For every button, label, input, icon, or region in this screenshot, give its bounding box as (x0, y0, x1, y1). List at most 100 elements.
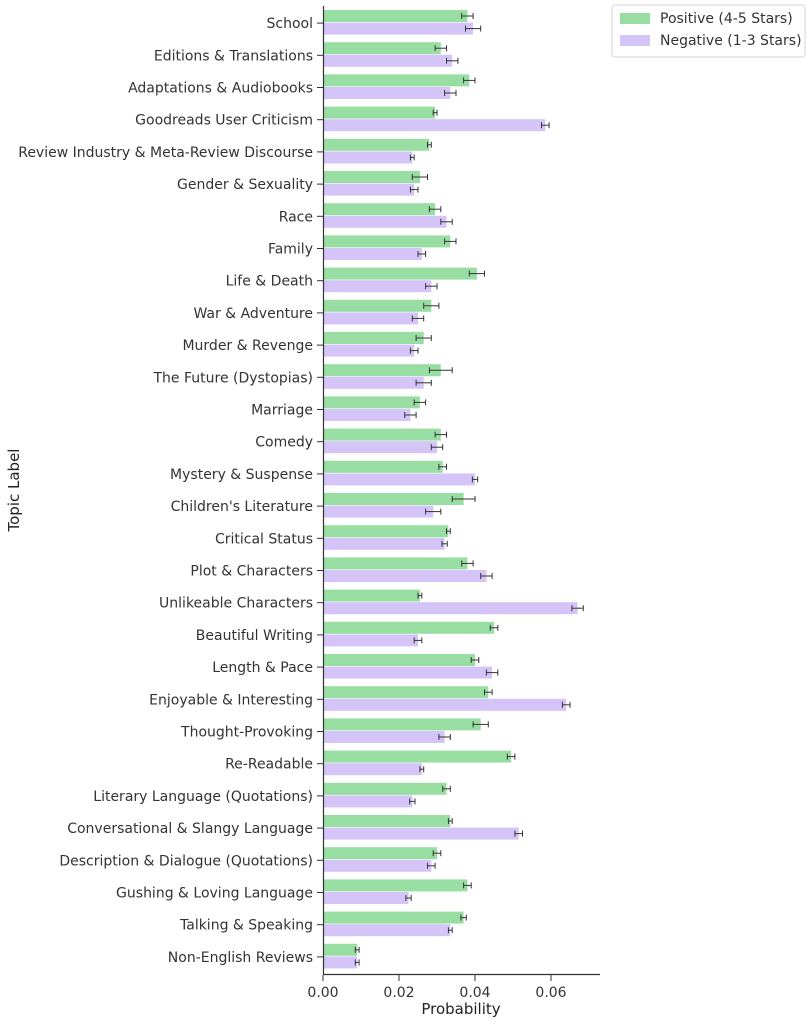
error-bar-negative-enjoyable-interesting (561, 701, 571, 708)
error-bar-negative-marriage (404, 412, 417, 418)
error-bar-positive-editions-translations (434, 45, 447, 52)
bar-positive-plot-characters (324, 557, 468, 570)
y-tick-labels: School Editions & Translations Adaptations… (18, 16, 323, 966)
error-bar-negative-re-readable (419, 766, 425, 773)
error-bar-positive-war-adventure (423, 302, 440, 309)
y-tick-label-beautiful-writing: Beautiful Writing (196, 628, 313, 644)
y-tick-label-marriage: Marriage (251, 403, 313, 419)
error-bar-positive-marriage (413, 399, 427, 406)
bar-positive-review-industry-meta-review-discourse (324, 138, 430, 151)
error-bar-negative-conversational-slangy-language (514, 830, 523, 837)
y-tick-label-unlikeable-characters: Unlikeable Characters (159, 596, 313, 612)
y-tick-label-plot-characters: Plot & Characters (190, 564, 313, 580)
legend-swatch-positive (620, 13, 650, 24)
legend-frame (611, 4, 806, 58)
y-tick-label-adaptations-audiobooks: Adaptations & Audiobooks (128, 81, 313, 97)
y-tick-label-school: School (267, 16, 313, 32)
error-bar-negative-life-death (425, 283, 438, 290)
error-bar-positive-literary-language-quotations (442, 785, 451, 792)
bar-positive-comedy (324, 428, 441, 441)
y-tick-label-description-dialogue-quotations: Description & Dialogue (Quotations) (59, 853, 313, 869)
error-bar-negative-race (440, 218, 453, 225)
error-bar-negative-plot-characters (480, 573, 493, 579)
bar-positive-gushing-loving-language (324, 879, 468, 892)
y-tick-label-review-industry-meta-review-discourse: Review Industry & Meta-Review Discourse (18, 145, 313, 161)
y-tick-label-non-english-reviews: Non-English Reviews (168, 950, 313, 966)
error-bar-negative-goodreads-user-criticism (541, 122, 550, 129)
error-bar-positive-enjoyable-interesting (484, 689, 493, 696)
bar-positive-critical-status (324, 525, 449, 538)
x-axis-title: Probability (421, 1000, 500, 1018)
bar-positive-enjoyable-interesting (324, 686, 489, 699)
y-tick-label-critical-status: Critical Status (215, 531, 313, 547)
y-tick-label-enjoyable-interesting: Enjoyable & Interesting (149, 692, 313, 708)
error-bar-negative-literary-language-quotations (409, 798, 416, 805)
x-axis: 0.00 0.02 0.04 0.06 (307, 975, 567, 1001)
bar-negative-marriage (324, 409, 411, 421)
error-bar-negative-length-pace (485, 669, 499, 676)
y-tick-label-editions-translations: Editions & Translations (154, 48, 313, 64)
y-tick-label-goodreads-user-criticism: Goodreads User Criticism (135, 113, 313, 129)
error-bar-positive-children-s-literature (451, 496, 476, 502)
bar-negative-the-future-dystopias (324, 376, 424, 389)
bar-negative-plot-characters (324, 570, 487, 582)
y-tick-label-gender-sexuality: Gender & Sexuality (177, 177, 313, 193)
error-bar-positive-race (428, 206, 442, 213)
bar-negative-gender-sexuality (324, 183, 415, 196)
bar-negative-thought-provoking (324, 731, 445, 743)
bar-negative-critical-status (324, 537, 445, 550)
bar-positive-thought-provoking (324, 718, 481, 731)
bar-negative-beautiful-writing (324, 634, 418, 647)
bar-negative-life-death (324, 280, 432, 293)
bar-negative-length-pace (324, 666, 493, 679)
error-bar-negative-critical-status (441, 540, 448, 547)
bar-positive-murder-revenge (324, 332, 424, 344)
y-tick-label-the-future-dystopias: The Future (Dystopias) (152, 370, 313, 386)
error-bar-negative-beautiful-writing (413, 637, 423, 644)
bar-positive-description-dialogue-quotations (324, 847, 437, 860)
error-bar-negative-thought-provoking (438, 734, 451, 740)
error-bar-negative-description-dialogue-quotations (427, 862, 436, 869)
bar-negative-conversational-slangy-language (324, 827, 519, 840)
bar-positive-war-adventure (324, 299, 432, 312)
bar-negative-family (324, 248, 422, 260)
bar-negative-mystery-suspense (324, 473, 475, 486)
error-bar-positive-the-future-dystopias (428, 367, 453, 374)
bar-negative-murder-revenge (324, 344, 415, 357)
error-bar-negative-school (465, 25, 482, 32)
bar-positive-adaptations-audiobooks (324, 74, 470, 87)
error-bar-negative-talking-speaking (447, 927, 453, 934)
y-tick-label-thought-provoking: Thought-Provoking (180, 725, 313, 741)
bar-positive-conversational-slangy-language (324, 815, 451, 827)
bar-negative-goodreads-user-criticism (324, 119, 546, 132)
bar-positive-life-death (324, 267, 477, 280)
y-tick-label-children-s-literature: Children's Literature (171, 499, 313, 515)
y-tick-label-mystery-suspense: Mystery & Suspense (170, 467, 313, 483)
y-tick-label-talking-speaking: Talking & Speaking (179, 918, 313, 934)
bar-positive-the-future-dystopias (324, 364, 441, 377)
error-bar-positive-mystery-suspense (438, 463, 447, 470)
bar-negative-description-dialogue-quotations (324, 859, 432, 872)
bar-negative-adaptations-audiobooks (324, 87, 451, 99)
error-bar-positive-adaptations-audiobooks (463, 77, 476, 84)
bar-positive-editions-translations (324, 42, 441, 55)
bar-negative-literary-language-quotations (324, 795, 413, 808)
error-bar-negative-unlikeable-characters (571, 605, 584, 612)
error-bar-positive-family (444, 238, 457, 245)
error-bar-negative-comedy (430, 444, 444, 451)
error-bar-positive-thought-provoking (472, 721, 489, 728)
bar-positive-goodreads-user-criticism (324, 106, 436, 119)
error-bar-positive-length-pace (470, 657, 480, 663)
bars-layer (324, 10, 578, 969)
bar-negative-re-readable (324, 763, 422, 776)
bar-positive-family (324, 235, 451, 248)
bar-positive-talking-speaking (324, 911, 464, 924)
legend-swatch-negative (620, 35, 650, 46)
error-bar-negative-family (417, 251, 427, 257)
error-bar-positive-murder-revenge (415, 335, 432, 341)
x-tick-label-1: 0.02 (383, 985, 414, 1001)
error-bar-positive-gushing-loving-language (463, 882, 472, 889)
bar-negative-comedy (324, 441, 437, 454)
error-bar-positive-description-dialogue-quotations (432, 850, 442, 857)
error-bar-negative-non-english-reviews (354, 959, 360, 966)
